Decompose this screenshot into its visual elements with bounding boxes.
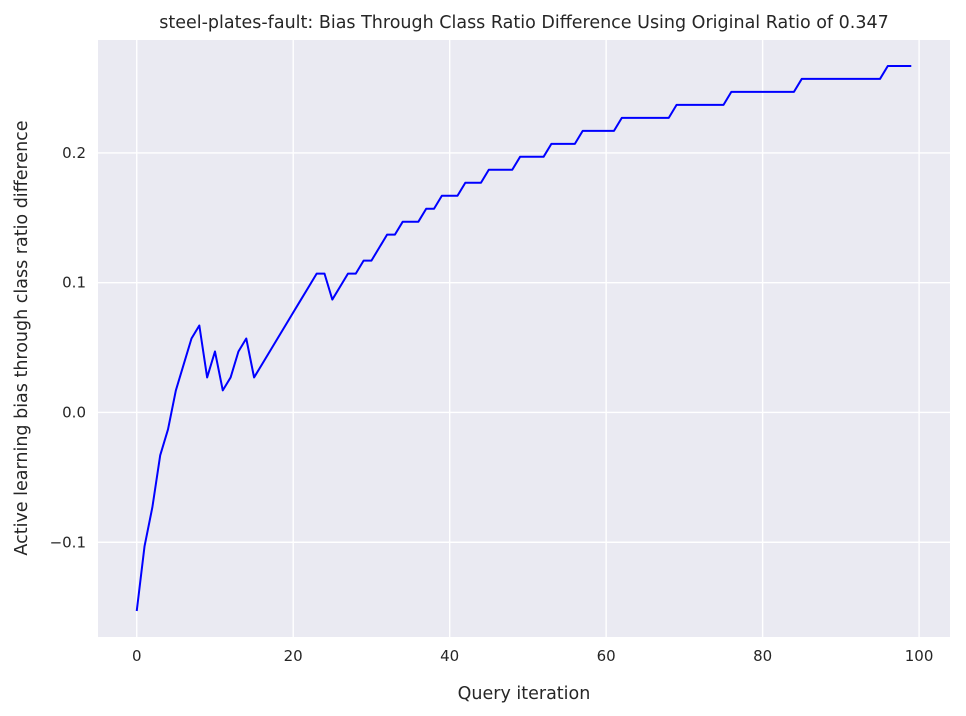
x-tick-label: 80 [753,647,772,665]
x-tick-label: 60 [597,647,616,665]
plot-area [98,40,950,637]
chart-title: steel-plates-fault: Bias Through Class R… [159,13,889,33]
series-line [135,64,912,612]
x-tick-label: 40 [440,647,459,665]
grid-lines [98,40,950,637]
x-axis-label: Query iteration [458,684,591,704]
x-tick-label: 0 [132,647,142,665]
y-tick-label: 0.2 [62,144,86,162]
series-layer [135,64,912,612]
y-tick-label: −0.1 [50,533,86,551]
x-tick-label: 20 [284,647,303,665]
y-tick-label: 0.0 [62,403,86,421]
y-tick-label: 0.1 [62,274,86,292]
tick-labels: 0 20 40 60 80 100 −0.1 0.0 0.1 0.2 [50,144,934,665]
y-axis-label: Active learning bias through class ratio… [12,120,32,555]
x-tick-label: 100 [905,647,934,665]
